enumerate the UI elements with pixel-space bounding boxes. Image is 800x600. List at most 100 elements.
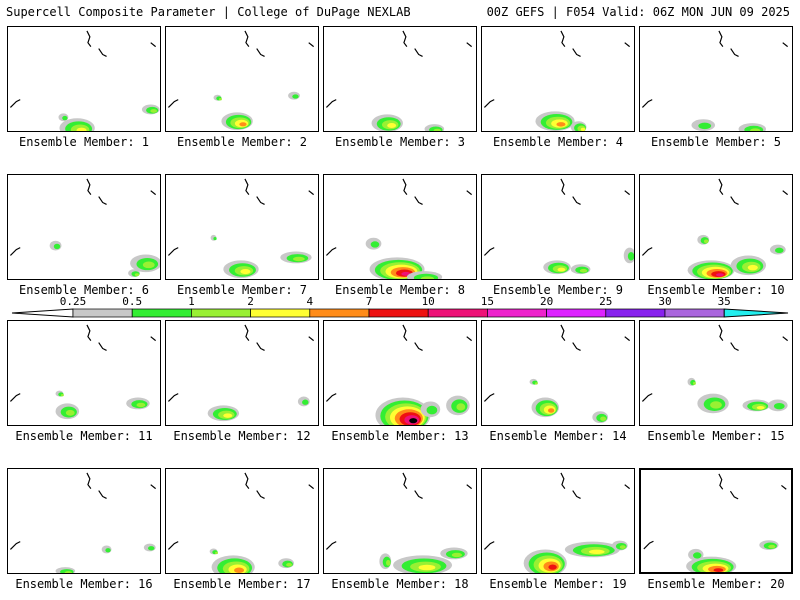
ensemble-map-panel[interactable] [165, 468, 319, 574]
scp-contour-fill [387, 122, 397, 129]
coastline-segment [624, 484, 630, 490]
scp-contour-fill [580, 127, 586, 131]
scp-contour-fill [420, 276, 435, 279]
scp-field-map [483, 324, 630, 424]
coastline-segment [782, 190, 788, 196]
scp-contour-fill [588, 549, 605, 555]
scp-contour-fill [747, 264, 758, 271]
scp-contour-fill [698, 122, 712, 130]
ensemble-map-panel[interactable] [639, 320, 793, 426]
colorbar-tick-label: 30 [658, 295, 672, 308]
coastline-segment [86, 324, 92, 341]
coastline-segment [86, 472, 92, 489]
scp-contour-fill [756, 406, 765, 410]
coastline-segment [414, 196, 423, 205]
coastline-segment [572, 48, 581, 57]
ensemble-map-panel[interactable] [7, 26, 161, 132]
coastline-segment [414, 48, 423, 57]
ensemble-map-panel[interactable] [7, 174, 161, 280]
colorbar-segment [191, 308, 251, 318]
coastline-segment [572, 490, 581, 499]
coastline-segment [560, 30, 566, 47]
colorbar-segment [250, 308, 311, 318]
scp-contour-fill [286, 562, 293, 567]
ensemble-map-panel[interactable] [323, 320, 477, 426]
ensemble-map-panel[interactable] [481, 174, 635, 280]
coastline-segment [150, 42, 156, 48]
coastline-segment [325, 541, 337, 550]
coastline-segment [718, 473, 724, 490]
ensemble-map-panel[interactable] [481, 320, 635, 426]
header-valid-time: 00Z GEFS | F054 Valid: 06Z MON JUN 09 20… [486, 5, 790, 19]
scp-contour-fill [547, 408, 555, 413]
scp-contour-fill [409, 418, 418, 424]
scp-contour-fill [302, 399, 309, 405]
scp-contour-fill [60, 393, 64, 397]
ensemble-map-panel[interactable] [165, 26, 319, 132]
coastline-segment [466, 42, 472, 48]
coastline-segment [414, 490, 423, 499]
colorbar-tick-label: 2 [247, 295, 254, 308]
ensemble-member-label: Ensemble Member: 15 [647, 429, 785, 443]
scp-contour-fill [105, 548, 111, 553]
scp-contour-fill [136, 402, 146, 408]
ensemble-map-panel[interactable] [7, 320, 161, 426]
coastline-segment [98, 196, 107, 205]
coastline-segment [308, 42, 314, 48]
scp-contour-fill [692, 381, 696, 385]
scp-contour-fill [418, 564, 436, 571]
ensemble-map-panel[interactable] [165, 174, 319, 280]
colorbar-segment [309, 308, 370, 318]
scp-contour-fill [710, 401, 722, 409]
coastline-segment [729, 490, 739, 500]
ensemble-map-panel[interactable] [165, 320, 319, 426]
scp-contour-fill [426, 405, 438, 415]
colorbar-tick-label: 10 [421, 295, 435, 308]
coastline-segment [624, 190, 630, 196]
coastline-segment [402, 472, 408, 489]
scp-contour-fill [600, 416, 607, 421]
coastline-segment [483, 541, 495, 550]
ensemble-map-panel[interactable] [481, 26, 635, 132]
colorbar-tick-label: 4 [306, 295, 314, 308]
ensemble-map-panel[interactable] [639, 174, 793, 280]
scp-contour-fill [134, 273, 140, 277]
coastline-segment [641, 247, 653, 256]
coastline-segment [308, 190, 314, 196]
colorbar-tick-label: 1 [188, 295, 195, 308]
coastline-segment [244, 324, 250, 341]
coastline-segment [782, 42, 788, 48]
scp-field-map [9, 30, 160, 131]
coastline-segment [308, 336, 314, 342]
scp-contour-fill [293, 256, 305, 262]
coastline-segment [244, 30, 250, 47]
scp-contour-fill [65, 409, 75, 416]
scp-contour-fill [775, 247, 784, 254]
coastline-segment [256, 490, 265, 499]
ensemble-map-panel[interactable] [323, 26, 477, 132]
scp-contour-fill [386, 559, 391, 566]
coastline-segment [560, 178, 566, 195]
coastline-segment [402, 178, 408, 195]
ensemble-map-panel[interactable] [7, 468, 161, 574]
coastline-segment [325, 247, 337, 256]
ensemble-map-panel[interactable] [323, 174, 477, 280]
ensemble-map-panel[interactable] [323, 468, 477, 574]
coastline-segment [466, 484, 472, 490]
coastline-segment [9, 393, 21, 402]
ensemble-map-panel[interactable] [481, 468, 635, 574]
ensemble-map-panel[interactable] [639, 468, 793, 574]
coastline-segment [730, 48, 739, 57]
scp-contour-fill [693, 552, 702, 559]
coastline-segment [624, 336, 630, 342]
scp-field-map [9, 324, 156, 420]
scp-contour-fill [627, 251, 634, 261]
ensemble-member-label: Ensemble Member: 11 [15, 429, 153, 443]
ensemble-map-panel[interactable] [639, 26, 793, 132]
ensemble-member-label: Ensemble Member: 4 [492, 135, 624, 149]
scp-field-map [641, 324, 788, 414]
scp-contour-fill [223, 413, 233, 418]
coastline-segment [624, 42, 630, 48]
colorbar-segment [723, 308, 789, 318]
colorbar-tick-label: 7 [365, 295, 373, 308]
